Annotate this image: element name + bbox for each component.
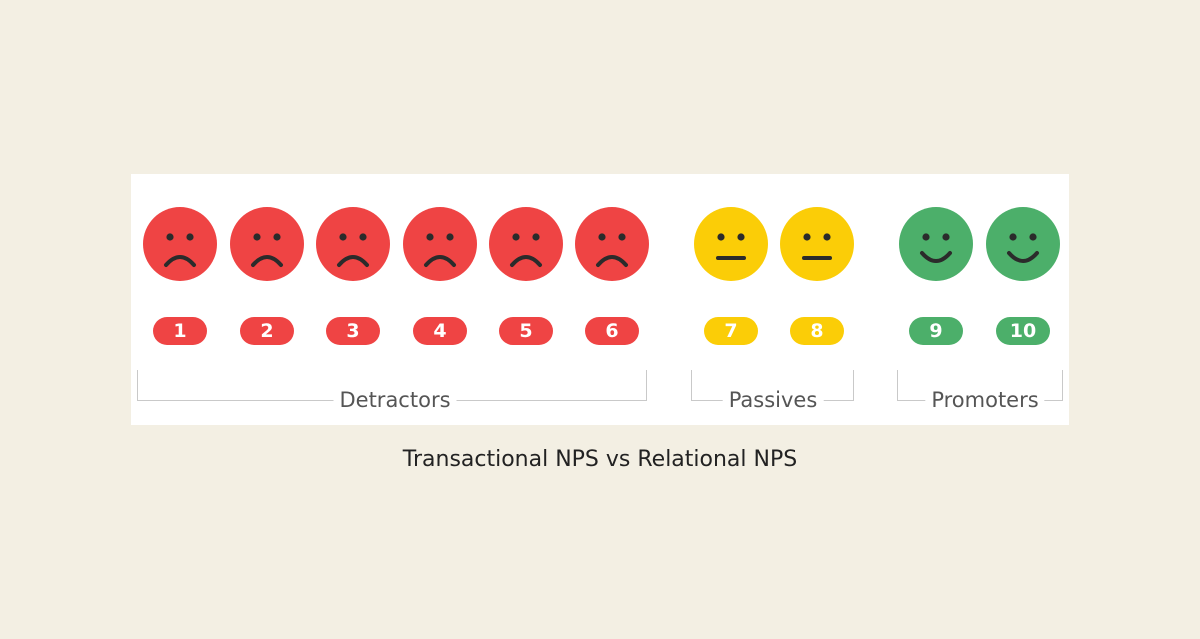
sad-face-icon (230, 207, 304, 281)
score-badge: 8 (790, 317, 844, 345)
happy-face-icon (899, 207, 973, 281)
detractors-label: Detractors (333, 388, 457, 412)
score-badge: 1 (153, 317, 207, 345)
neutral-face-icon (780, 207, 854, 281)
neutral-face-icon (694, 207, 768, 281)
score-badge: 2 (240, 317, 294, 345)
happy-face-icon (986, 207, 1060, 281)
caption: Transactional NPS vs Relational NPS (402, 447, 798, 472)
sad-face-icon (575, 207, 649, 281)
score-badge: 3 (326, 317, 380, 345)
score-badge: 6 (585, 317, 639, 345)
score-badge: 10 (996, 317, 1050, 345)
passives-label: Passives (722, 388, 824, 412)
sad-face-icon (316, 207, 390, 281)
score-badge: 7 (704, 317, 758, 345)
nps-scale-card: 1 2 3 4 5 6 7 8 9 10 Detractors Passives… (131, 174, 1069, 425)
sad-face-icon (143, 207, 217, 281)
score-badge: 5 (499, 317, 553, 345)
score-badge: 9 (909, 317, 963, 345)
sad-face-icon (403, 207, 477, 281)
promoters-label: Promoters (925, 388, 1045, 412)
sad-face-icon (489, 207, 563, 281)
score-badge: 4 (413, 317, 467, 345)
